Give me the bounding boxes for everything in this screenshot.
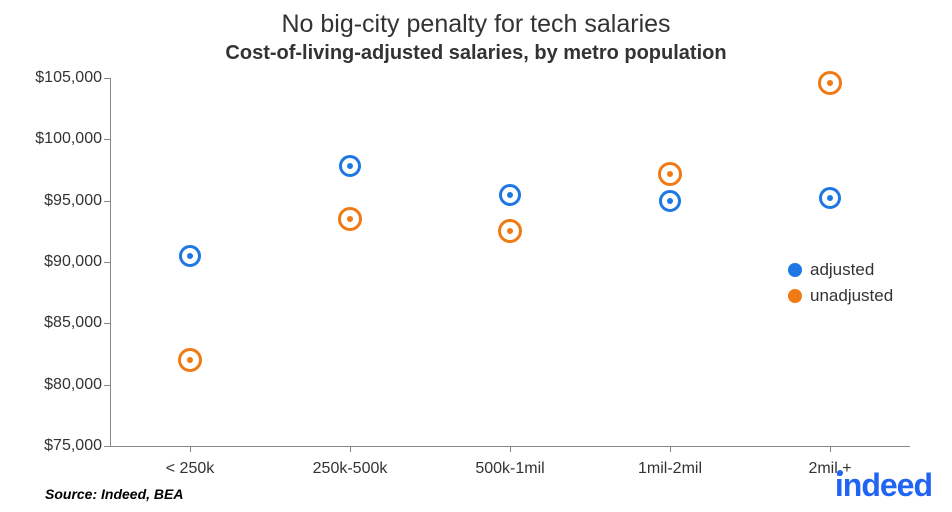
y-tick-mark [104, 446, 110, 447]
salary-chart: No big-city penalty for tech salaries Co… [0, 0, 952, 512]
y-tick-label: $90,000 [12, 253, 102, 271]
y-tick-label: $85,000 [12, 314, 102, 332]
legend-item: unadjusted [788, 286, 893, 306]
y-tick-mark [104, 201, 110, 202]
y-tick-label: $75,000 [12, 437, 102, 455]
y-tick-mark [104, 139, 110, 140]
y-tick-label: $100,000 [12, 130, 102, 148]
y-tick-label: $80,000 [12, 376, 102, 394]
y-axis [110, 78, 111, 446]
source-text: Source: Indeed, BEA [45, 486, 183, 502]
y-tick-mark [104, 385, 110, 386]
y-tick-label: $105,000 [12, 69, 102, 87]
x-tick-label: 1mil-2mil [638, 460, 702, 478]
indeed-logo: indeed [835, 467, 932, 504]
data-point-adjusted [819, 187, 841, 209]
legend-marker-icon [788, 289, 802, 303]
chart-title: No big-city penalty for tech salaries [0, 10, 952, 39]
data-point-unadjusted [178, 348, 202, 372]
y-tick-mark [104, 323, 110, 324]
data-point-unadjusted [818, 71, 842, 95]
chart-subtitle: Cost-of-living-adjusted salaries, by met… [0, 42, 952, 65]
x-tick-label: 500k-1mil [475, 460, 544, 478]
x-tick-mark [830, 446, 831, 452]
x-tick-mark [510, 446, 511, 452]
x-tick-mark [350, 446, 351, 452]
data-point-adjusted [499, 184, 521, 206]
y-tick-mark [104, 78, 110, 79]
data-point-unadjusted [498, 219, 522, 243]
x-tick-label: < 250k [166, 460, 214, 478]
x-tick-label: 250k-500k [313, 460, 388, 478]
data-point-unadjusted [338, 207, 362, 231]
x-tick-mark [670, 446, 671, 452]
data-point-unadjusted [658, 162, 682, 186]
y-tick-label: $95,000 [12, 192, 102, 210]
legend-marker-icon [788, 263, 802, 277]
legend-label: unadjusted [810, 286, 893, 306]
data-point-adjusted [179, 245, 201, 267]
y-tick-mark [104, 262, 110, 263]
legend-item: adjusted [788, 260, 893, 280]
x-tick-mark [190, 446, 191, 452]
data-point-adjusted [339, 155, 361, 177]
legend-label: adjusted [810, 260, 874, 280]
legend: adjusted unadjusted [788, 260, 893, 312]
data-point-adjusted [659, 190, 681, 212]
